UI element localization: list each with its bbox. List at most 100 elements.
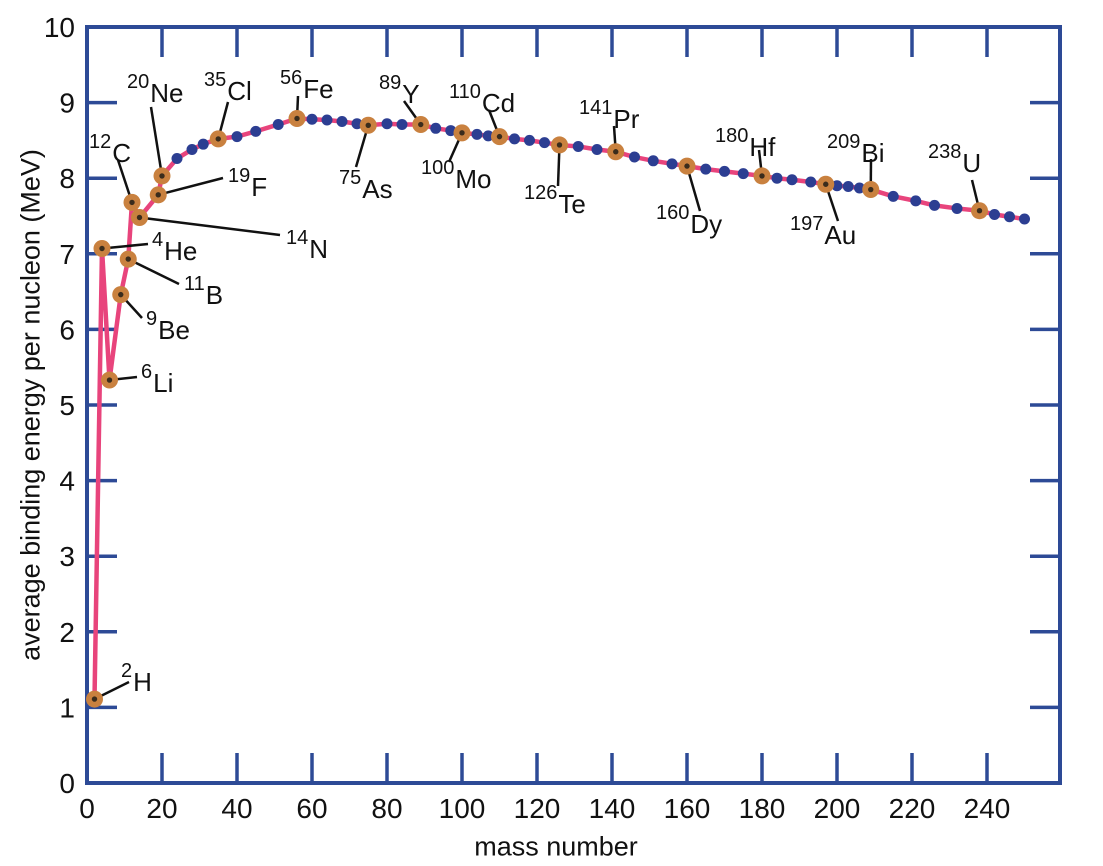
- data-point: [381, 118, 393, 130]
- isotope-label-Fe: 56Fe: [280, 67, 334, 104]
- isotope-symbol: C: [112, 138, 131, 168]
- data-point: [647, 155, 659, 167]
- isotope-label-C: 12C: [89, 131, 131, 168]
- y-tick-label: 2: [59, 617, 75, 648]
- data-point: [1019, 213, 1030, 225]
- data-point: [445, 125, 457, 137]
- isotope-marker-center: [684, 163, 690, 169]
- isotope-label-Mo: 100Mo: [421, 157, 492, 194]
- isotope-mass-number: 209: [827, 131, 860, 153]
- isotope-symbol: Be: [158, 315, 190, 345]
- isotope-mass-number: 89: [379, 72, 401, 94]
- isotope-mass-number: 238: [928, 141, 961, 163]
- data-point: [591, 143, 603, 155]
- isotope-label-Ne: 20Ne: [127, 71, 184, 108]
- x-tick-label: 60: [296, 793, 327, 824]
- leader-line-B: [127, 257, 180, 286]
- isotope-label-H: 2H: [121, 660, 152, 697]
- y-tick-label: 1: [59, 692, 75, 723]
- data-point: [272, 119, 284, 131]
- data-point: [336, 116, 348, 127]
- leader-line-N: [139, 216, 281, 237]
- x-tick-label: 80: [371, 793, 402, 824]
- data-point: [989, 208, 1000, 220]
- isotope-marker-center: [418, 121, 424, 128]
- isotope-marker-center: [155, 192, 161, 198]
- isotope-marker-center: [759, 173, 765, 179]
- data-point: [524, 134, 535, 146]
- isotope-marker-center: [976, 208, 983, 214]
- isotope-mass-number: 14: [286, 227, 308, 249]
- data-point: [482, 130, 494, 142]
- isotope-mass-number: 4: [152, 229, 163, 251]
- data-point: [539, 137, 550, 149]
- isotope-mass-number: 20: [127, 71, 149, 93]
- data-point: [666, 158, 678, 170]
- isotope-mass-number: 56: [280, 67, 302, 89]
- data-point: [509, 133, 520, 145]
- isotope-symbol: Li: [153, 368, 173, 398]
- data-point: [321, 114, 333, 126]
- data-point: [951, 202, 963, 214]
- data-point: [306, 113, 318, 125]
- y-tick-label: 7: [59, 239, 75, 270]
- isotope-label-As: 75As: [339, 167, 393, 204]
- isotope-mass-number: 2: [121, 660, 132, 682]
- isotope-mass-number: 11: [184, 273, 205, 295]
- isotope-mass-number: 9: [146, 308, 157, 330]
- isotope-symbol: Au: [824, 220, 856, 250]
- isotope-mass-number: 19: [228, 165, 250, 187]
- isotope-label-Dy: 160Dy: [656, 202, 722, 239]
- isotope-label-N: 14N: [286, 227, 328, 264]
- data-point: [186, 143, 198, 155]
- isotope-symbol: Cd: [482, 88, 515, 118]
- data-point: [786, 174, 798, 186]
- isotope-label-Pr: 141Pr: [579, 97, 640, 134]
- data-point: [737, 168, 749, 180]
- y-tick-label: 6: [59, 314, 75, 345]
- data-point: [197, 138, 209, 150]
- data-point: [231, 131, 243, 143]
- isotope-mass-number: 180: [715, 125, 748, 147]
- x-tick-label: 120: [514, 793, 561, 824]
- x-tick-label: 40: [221, 793, 252, 824]
- isotope-marker-center: [294, 115, 300, 122]
- isotope-label-He: 4He: [152, 229, 197, 266]
- isotope-marker-center: [496, 133, 503, 140]
- isotope-symbol: Y: [402, 79, 419, 109]
- isotope-mass-number: 35: [204, 69, 226, 91]
- isotope-symbol: U: [962, 148, 981, 178]
- x-tick-label: 140: [589, 793, 636, 824]
- y-tick-label: 9: [59, 88, 75, 119]
- isotope-label-Bi: 209Bi: [827, 131, 885, 168]
- isotope-mass-number: 75: [339, 167, 361, 189]
- isotope-label-U: 238U: [928, 141, 981, 178]
- isotope-mass-number: 6: [141, 361, 152, 383]
- isotope-marker-center: [91, 696, 98, 702]
- data-point: [700, 163, 712, 175]
- data-point: [805, 176, 817, 188]
- data-point: [430, 122, 442, 134]
- isotope-label-Hf: 180Hf: [715, 125, 776, 162]
- isotope-marker-center: [215, 136, 221, 142]
- y-tick-label: 10: [44, 12, 75, 43]
- isotope-marker-center: [136, 214, 143, 221]
- y-tick-label: 4: [59, 466, 75, 497]
- isotope-symbol: Fe: [303, 74, 333, 104]
- data-point: [887, 190, 899, 202]
- data-point: [250, 125, 262, 137]
- y-tick-label: 3: [59, 541, 75, 572]
- isotope-symbol: Bi: [861, 138, 884, 168]
- x-tick-label: 160: [664, 793, 711, 824]
- isotope-symbol: Hf: [749, 132, 776, 162]
- isotope-symbol: Cl: [227, 76, 252, 106]
- isotope-symbol: N: [309, 234, 328, 264]
- data-point: [396, 119, 408, 131]
- isotope-label-Au: 197Au: [790, 213, 856, 250]
- isotope-mass-number: 141: [579, 97, 612, 119]
- isotope-marker-center: [613, 149, 619, 155]
- x-axis-title: mass number: [474, 831, 638, 862]
